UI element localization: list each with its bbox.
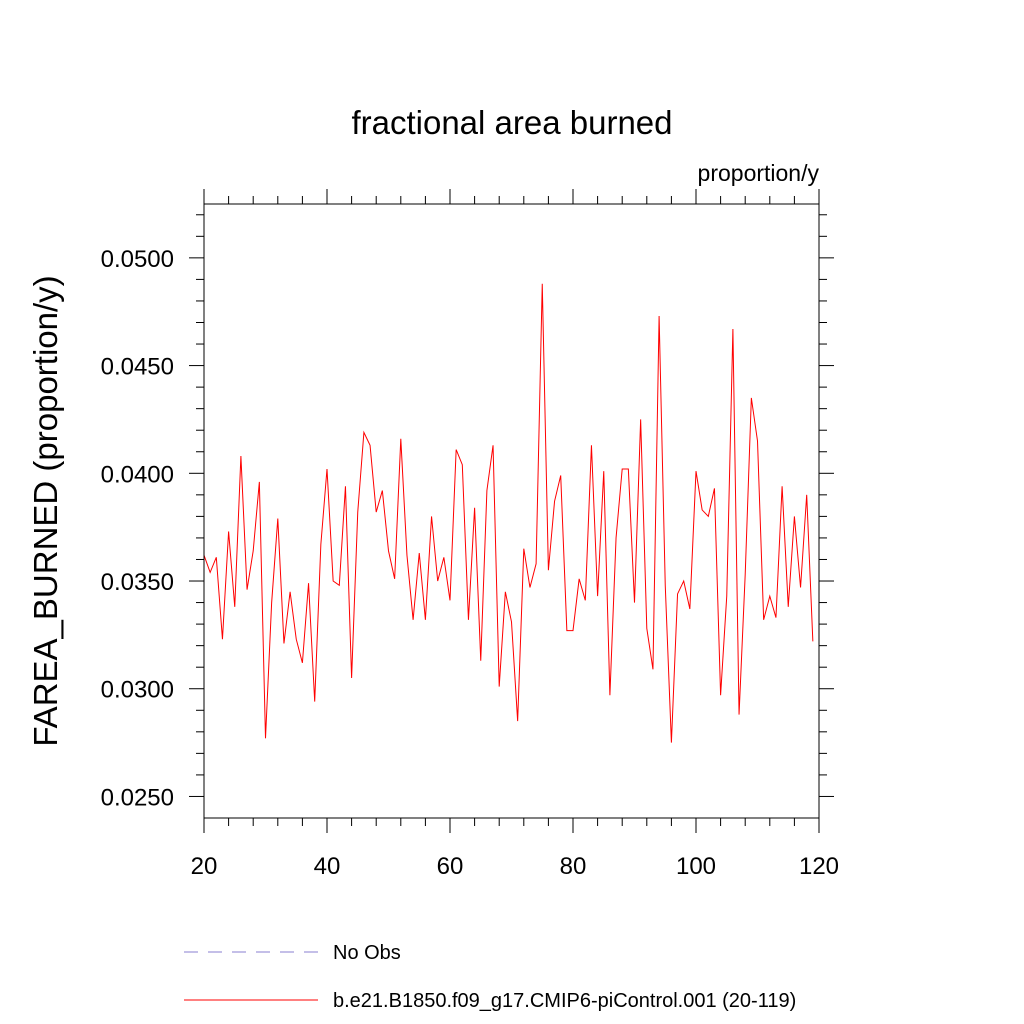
x-tick-label: 120 xyxy=(799,853,839,880)
units-label: proportion/y xyxy=(698,160,820,186)
legend-label: b.e21.B1850.f09_g17.CMIP6-piControl.001 … xyxy=(333,990,796,1012)
y-tick-label: 0.0500 xyxy=(101,246,174,273)
y-tick-label: 0.0350 xyxy=(101,569,174,596)
y-tick-label: 0.0250 xyxy=(101,784,174,811)
legend: No Obs b.e21.B1850.f09_g17.CMIP6-piContro… xyxy=(184,942,796,1012)
axis-ticks xyxy=(189,189,834,833)
x-tick-label: 60 xyxy=(437,853,464,880)
y-tick-label: 0.0400 xyxy=(101,461,174,488)
x-tick-label: 80 xyxy=(560,853,587,880)
y-axis-label: FAREA_BURNED (proportion/y) xyxy=(27,275,64,746)
plot-area xyxy=(203,283,814,743)
legend-label: No Obs xyxy=(333,942,401,964)
tick-labels: 20 40 60 80 100 120 0.0250 0.0300 0.0350 0.0400 0.… xyxy=(101,246,839,880)
y-tick-label: 0.0450 xyxy=(101,354,174,381)
x-tick-label: 40 xyxy=(314,853,341,880)
y-tick-label: 0.0300 xyxy=(101,677,174,704)
x-tick-label: 20 xyxy=(191,853,218,880)
plot-frame xyxy=(203,203,820,819)
chart-title: fractional area burned xyxy=(351,104,672,141)
series-line xyxy=(203,283,814,743)
x-tick-label: 100 xyxy=(676,853,716,880)
